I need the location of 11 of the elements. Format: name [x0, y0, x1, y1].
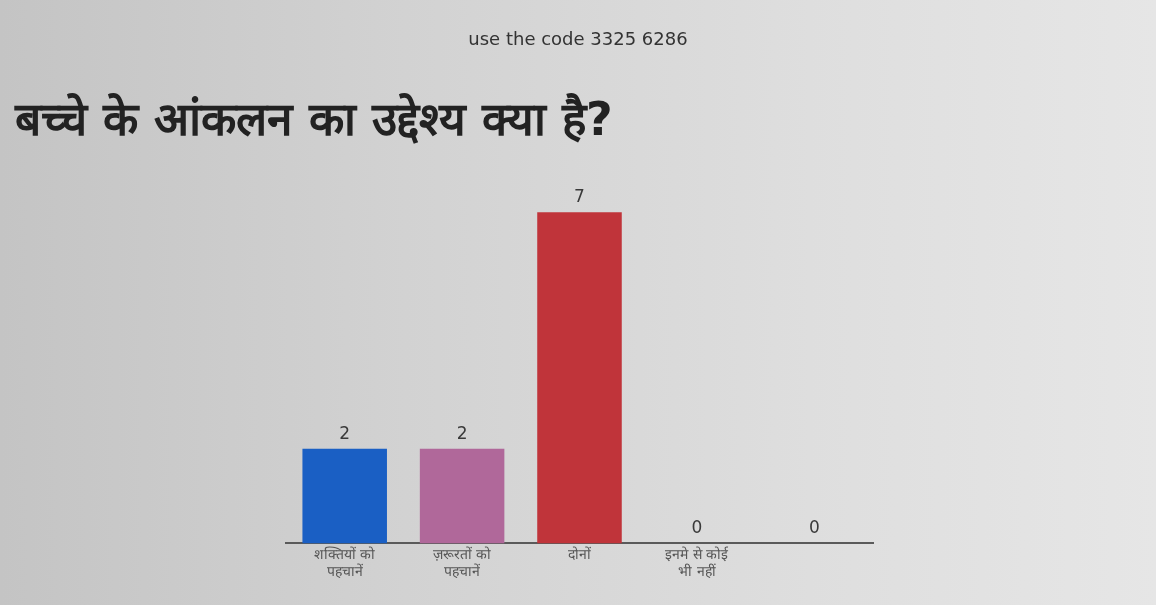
- x-tick-label: दोनों: [568, 546, 591, 563]
- data-label: 2: [339, 422, 351, 443]
- data-label: 0: [691, 517, 703, 538]
- x-tick-label: शक्तियों को पहचानें: [313, 546, 376, 580]
- chart-subtitle: use the code 3325 6286: [467, 28, 689, 49]
- data-label: 0: [808, 517, 820, 538]
- data-label: 7: [574, 186, 585, 207]
- x-tick-label: इनमे से कोई भी नहीं: [665, 546, 730, 580]
- chart-title: बच्चे के आंकलन का उद्देश्य क्या है?: [15, 91, 613, 148]
- data-label: 2: [456, 422, 468, 443]
- x-tick-label: ज़रूरतों को पहचानें: [432, 546, 492, 580]
